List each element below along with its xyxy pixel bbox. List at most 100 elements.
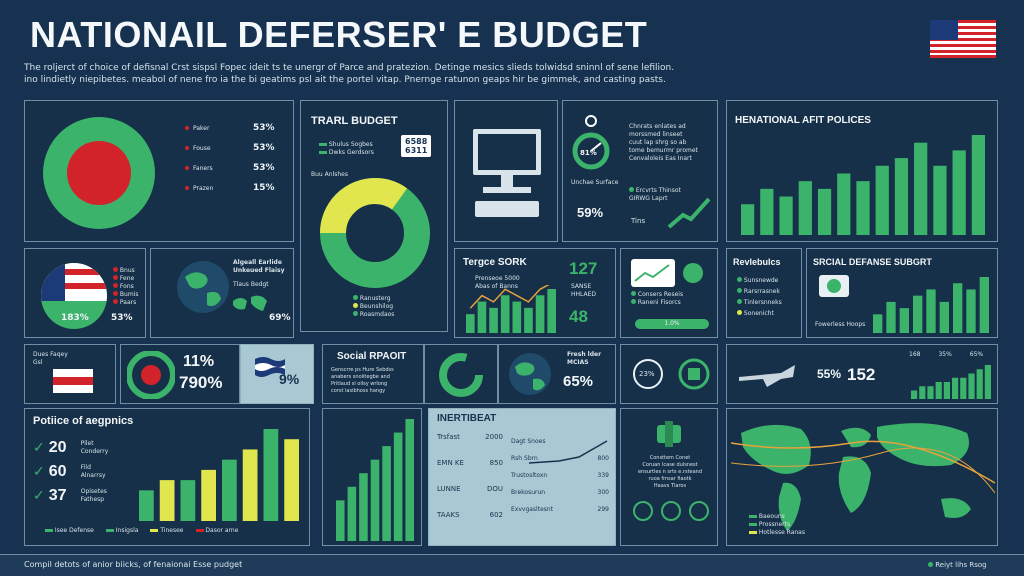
- bar: [201, 469, 216, 521]
- policy-row: ✓ 60 Fild Alnarrsy: [33, 463, 108, 481]
- bar: [466, 314, 475, 333]
- flag-mini-panel: Dues Faqey Gsl: [24, 344, 116, 404]
- red-dot-icon: [185, 146, 189, 150]
- aircraft-bar-labels: 168 35% 65%: [909, 351, 983, 359]
- legend-label: Paars: [119, 299, 137, 306]
- row-label: Trsfast: [437, 433, 460, 441]
- bubble-value: 6588: [405, 137, 428, 146]
- legend-swatch: [319, 143, 327, 146]
- policy-label-text: Fild: [80, 464, 91, 471]
- legend-value: 15%: [253, 183, 275, 193]
- trend-value: Tins: [631, 217, 646, 225]
- legend-label: Ranusterg: [359, 295, 391, 302]
- bar-label: 168: [909, 351, 921, 358]
- bar: [535, 295, 545, 333]
- bar: [875, 165, 889, 235]
- row-label: TAAKS: [437, 511, 460, 519]
- microphone-line: ruoa fmsar fiaotk: [648, 476, 692, 482]
- bar-label: 65%: [969, 351, 984, 358]
- flag-value-1: 183%: [61, 313, 89, 323]
- inertibeat-trend-line: [529, 440, 608, 464]
- report-line: corst lasibhoss hangy: [331, 388, 386, 394]
- legend-swatch: [150, 529, 159, 532]
- budget-legend: Shulus Sogbes Dwks Gerdsors: [319, 141, 374, 157]
- microphone-panel: Consttem Conet Coruan lcase dulsnest ens…: [620, 408, 718, 546]
- revenue-item: Tinlersnneks: [743, 299, 782, 306]
- stats-value-1: 11%: [183, 353, 215, 370]
- trend-caption-text: Ercvrts Thinsot: [635, 187, 681, 194]
- legend-label: Fons: [119, 283, 134, 290]
- policies-title: Potiice of aegpnics: [33, 415, 134, 427]
- trend-notes: Consers Reseis Raneni Fisorcs: [631, 291, 683, 307]
- bar: [971, 135, 985, 235]
- legend-label: Bnus: [119, 267, 135, 274]
- trend-note: Consers Reseis: [637, 291, 684, 298]
- sork-caption: Abas of Banns: [475, 283, 518, 290]
- dot-icon: [113, 283, 118, 288]
- icons-value: 23%: [639, 370, 655, 378]
- trend-panel: Consers Reseis Raneni Fisorcs 1.0%: [620, 248, 718, 338]
- gauge-big-value: 59%: [577, 205, 604, 220]
- bar: [159, 480, 175, 521]
- policies-bar-chart: [139, 429, 299, 521]
- bar: [856, 181, 870, 235]
- side-value: 339: [597, 472, 609, 479]
- policy-value: 20: [48, 439, 67, 456]
- dot-icon: [113, 299, 118, 304]
- bar-label: 35%: [938, 351, 952, 358]
- microphone-line: Coruan lcase dulsnest: [642, 462, 698, 468]
- trend-pill: 1.0%: [635, 319, 709, 329]
- legend-swatch: [195, 529, 204, 532]
- gauge-caption: Unchae Surface: [571, 179, 619, 186]
- sork-label: SANSE: [571, 283, 592, 290]
- inertibeat-rows: Trsfast 2000 EMN KE 850 LUNNE DOU TAAKS 602: [437, 433, 503, 519]
- bar: [405, 419, 414, 541]
- red-dot-icon: [185, 126, 189, 130]
- legend-row: Paker 53%: [185, 123, 285, 133]
- social-defense-bar-chart: [873, 277, 989, 333]
- flag-icon: [53, 369, 93, 393]
- inertibeat-side: Dagt Snoes Rsh Sbrn 800 Trustosltoxn 339 B…: [511, 433, 609, 518]
- bar: [953, 283, 963, 333]
- bar: [966, 289, 976, 333]
- trend-caption-text: GIRWG Laprt: [629, 195, 668, 202]
- sork-label: HHLAED: [571, 291, 597, 298]
- bar: [979, 277, 989, 333]
- budget-donut: [320, 178, 430, 288]
- legend-swatch: [319, 151, 327, 154]
- legend-swatch: [105, 529, 114, 532]
- bar: [512, 301, 522, 333]
- row-value: DOU: [486, 485, 503, 493]
- social-report-title: Social RPAOIT: [337, 351, 407, 362]
- legend-value: 53%: [253, 123, 275, 133]
- policy-sub: Conderry: [80, 448, 109, 455]
- side-label: Rsh Sbrn: [511, 455, 538, 462]
- trend-note: Raneni Fisorcs: [637, 299, 681, 306]
- bar: [760, 188, 774, 235]
- dot-icon: [353, 303, 358, 308]
- note-line: tome bemurmr promet: [629, 147, 698, 154]
- trend-line-icon: [634, 264, 670, 282]
- legend-label: Dwks Gerdsors: [328, 149, 374, 156]
- legend-swatch: [749, 523, 757, 526]
- policy-sub: Alnarrsy: [80, 472, 106, 479]
- check-icon: ✓: [33, 488, 45, 504]
- policy-value: 60: [48, 463, 67, 480]
- legend-value: 53%: [253, 163, 275, 173]
- bar: [547, 289, 556, 333]
- donut-panel: Paker 53% Fouse 53% Faners 53% Prazen 15…: [24, 100, 294, 242]
- trend-line: [469, 285, 550, 309]
- bar: [382, 446, 391, 541]
- side-value: 300: [597, 489, 609, 496]
- sork-captions: Prenseoe 5000 Abas of Banns: [475, 275, 520, 291]
- target-icon: [127, 351, 175, 399]
- note-line: Cenvaloleis Eas Inart: [629, 155, 692, 162]
- legend-swatch: [749, 531, 757, 534]
- bar: [913, 295, 923, 333]
- aircraft-bar-chart: [911, 365, 991, 399]
- bar: [500, 295, 510, 333]
- bar: [180, 480, 196, 521]
- legend-swatch: [749, 515, 757, 518]
- bar: [952, 377, 959, 399]
- check-icon: ✓: [33, 464, 45, 480]
